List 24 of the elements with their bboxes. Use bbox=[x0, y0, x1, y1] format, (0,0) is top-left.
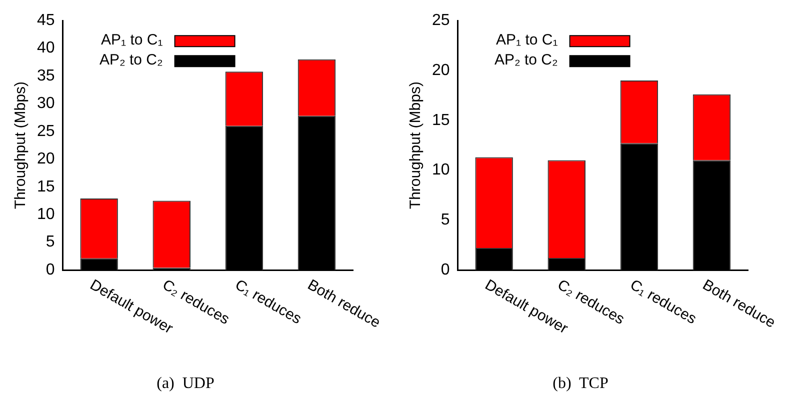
y-tick-label: 45 bbox=[37, 12, 55, 30]
y-tick-label: 5 bbox=[46, 234, 55, 251]
legend-label: AP₂ to C₂ bbox=[494, 52, 558, 69]
y-tick-label: 15 bbox=[37, 178, 55, 196]
y-tick-label: 10 bbox=[37, 206, 55, 223]
y-axis-title: Throughput (Mbps) bbox=[407, 82, 424, 210]
y-tick-label: 40 bbox=[37, 40, 55, 57]
legend-label: AP₂ to C₂ bbox=[99, 52, 163, 69]
legend-label: AP₁ to C₁ bbox=[496, 32, 558, 49]
y-tick-label: 35 bbox=[37, 67, 55, 84]
legend-label: AP₁ to C₁ bbox=[100, 32, 163, 49]
y-tick-label: 10 bbox=[432, 162, 450, 179]
y-tick-label: 0 bbox=[46, 261, 55, 278]
y-tick-label: 20 bbox=[432, 62, 450, 79]
text: (b) TCP bbox=[552, 375, 610, 393]
y-tick-label: 15 bbox=[432, 112, 450, 129]
y-tick-label: 30 bbox=[37, 95, 55, 112]
y-tick-label: 5 bbox=[440, 212, 450, 229]
y-tick-label: 25 bbox=[37, 122, 55, 140]
y-tick-label: 25 bbox=[432, 12, 450, 30]
text: (a) UDP bbox=[156, 375, 216, 393]
y-tick-label: 0 bbox=[440, 261, 450, 278]
y-axis-title: Throughput (Mbps) bbox=[12, 82, 30, 210]
y-tick-label: 20 bbox=[37, 150, 55, 168]
